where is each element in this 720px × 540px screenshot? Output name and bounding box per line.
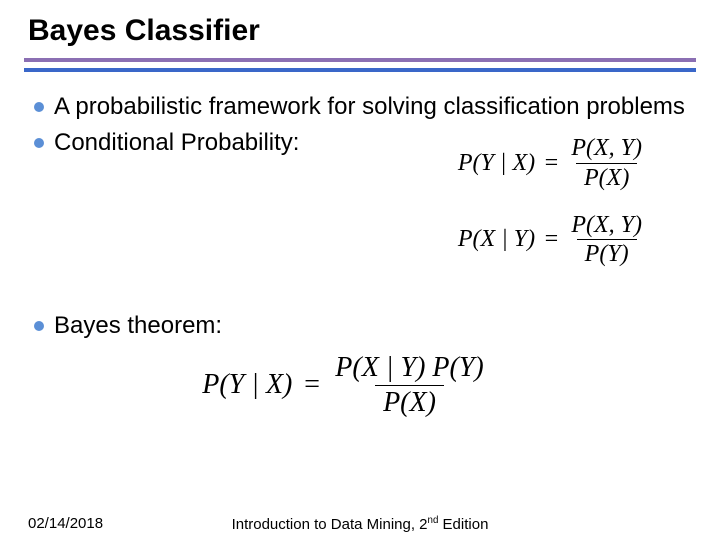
bullet-text: A probabilistic framework for solving cl… [54,92,685,122]
rule-top [24,58,696,62]
footer-book: Introduction to Data Mining, 2nd Edition [232,515,489,533]
footer-edition-sup: nd [428,515,439,526]
formula-cond2: P(X | Y) = P(X, Y) P(Y) [34,205,696,276]
formula-lhs: P(Y | X) [202,369,292,401]
formula-lhs: P(X | Y) [458,226,535,253]
formula-num: P(X, Y) [567,211,646,240]
footer-edition-word: Edition [438,516,488,533]
equals-sign: = [543,150,559,177]
equals-sign: = [543,226,559,253]
bullet-item: Bayes theorem: [34,311,696,341]
formula-lhs: P(Y | X) [458,150,535,177]
rule-bottom [24,68,696,72]
slide-title: Bayes Classifier [24,14,696,48]
formula-den: P(X) [576,163,637,193]
bullet-text: Conditional Probability: [54,128,299,158]
formula-den: P(X) [375,385,444,420]
equals-sign: = [302,369,321,401]
content-area: A probabilistic framework for solving cl… [24,78,696,419]
bullet-icon [34,138,44,148]
formula-num: P(X, Y) [567,134,646,163]
formula-bayes: P(Y | X) = P(X | Y) P(Y) P(X) [34,351,696,419]
bullet-item: A probabilistic framework for solving cl… [34,92,696,122]
footer-book-title: Introduction to Data Mining, 2 [232,516,428,533]
footer-date: 02/14/2018 [28,515,103,532]
bullet-icon [34,321,44,331]
formula-num: P(X | Y) P(Y) [331,351,487,385]
formula-den: P(Y) [577,239,637,269]
footer: 02/14/2018 Introduction to Data Mining, … [0,515,720,532]
bullet-icon [34,102,44,112]
bullet-text: Bayes theorem: [54,311,222,341]
